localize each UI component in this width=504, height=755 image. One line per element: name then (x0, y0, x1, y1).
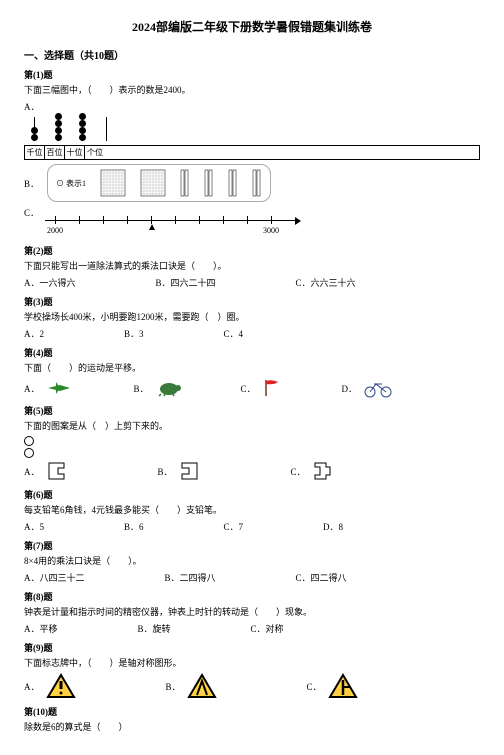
nl-right-label: 3000 (263, 226, 279, 235)
q5-opt-b: B． (158, 465, 173, 478)
q1-opt-b-letter: B． (24, 177, 39, 190)
grid-square-icon (100, 169, 126, 197)
grid-strip-icon (228, 169, 238, 197)
q7-opt-b: B．二四得八 (165, 571, 216, 584)
q6-opt-b: B．6 (124, 520, 144, 533)
flag-icon (262, 378, 282, 398)
q2-opt-b: B．四六二十四 (156, 276, 216, 289)
q5-opt-c: C． (291, 465, 306, 478)
q8-text: 钟表是计量和指示时间的精密仪器，钟表上时针的转动是（ ）现象。 (24, 605, 480, 618)
q6-opt-d: D．8 (323, 520, 343, 533)
q4-opt-d: D． (342, 382, 358, 395)
fold-shape-b-icon (179, 460, 201, 482)
page-title: 2024部编版二年级下册数学暑假错题集训练卷 (24, 18, 480, 35)
q3-text: 学校操场长400米，小明要跑1200米，需要跑（ ）圈。 (24, 310, 480, 323)
q3-opts: A．2 B．3 C．4 (24, 327, 480, 340)
turtle-icon (155, 379, 181, 397)
airplane-icon (46, 379, 74, 397)
grid-strip-icon (180, 169, 190, 197)
q2-opt-a: A．一六得六 (24, 276, 76, 289)
q10-num: 第(10)题 (24, 705, 480, 718)
q4-opt-b: B． (134, 382, 149, 395)
q4-num: 第(4)题 (24, 346, 480, 359)
q7-opt-a: A．八四三十二 (24, 571, 85, 584)
q3-opt-b: B．3 (124, 327, 144, 340)
q9-num: 第(9)题 (24, 641, 480, 654)
fold-shape-c-icon (312, 460, 334, 482)
q8-opt-c: C．对称 (251, 622, 284, 635)
q2-opt-c: C．六六三十六 (296, 276, 356, 289)
q9-opt-c: C． (307, 680, 322, 693)
fold-shape-a-icon (46, 460, 68, 482)
q9-opt-b: B． (166, 680, 181, 693)
q9-text: 下面标志牌中，（ ）是轴对称图形。 (24, 656, 480, 669)
q3-opt-c: C．4 (224, 327, 244, 340)
q4-opt-a: A． (24, 382, 40, 395)
q8-opts: A．平移 B．旋转 C．对称 (24, 622, 480, 635)
q7-opts: A．八四三十二 B．二四得八 C．四二得八 (24, 571, 480, 584)
q3-opt-a: A．2 (24, 327, 44, 340)
q5-opt-a: A． (24, 465, 40, 478)
grid-square-icon (140, 169, 166, 197)
two-circles-icon (24, 436, 480, 458)
nl-left-label: 2000 (47, 226, 63, 235)
place-label: 十位 (65, 146, 85, 159)
q9-opts: A． B． C． (24, 673, 480, 699)
q9-opt-a: A． (24, 680, 40, 693)
q7-text: 8×4用的乘法口诀是（ ）。 (24, 554, 480, 567)
place-labels: 千位 百位 十位 个位 (24, 145, 480, 160)
grid-strip-icon (252, 169, 262, 197)
q4-opts: A． B． C． D． (24, 378, 480, 398)
q10-text: 除数是6的算式是（ ） (24, 720, 480, 733)
section-heading: 一、选择题（共10题） (24, 47, 480, 62)
q8-opt-a: A．平移 (24, 622, 58, 635)
q2-text: 下面只能写出一道除法算式的乘法口诀是（ ）。 (24, 259, 480, 272)
q6-num: 第(6)题 (24, 488, 480, 501)
q3-num: 第(3)题 (24, 295, 480, 308)
q1-opt-c-letter: C． (24, 206, 39, 219)
q1-b-label: ⊙ 表示1 (56, 178, 86, 189)
q7-opt-c: C．四二得八 (296, 571, 347, 584)
q2-opts: A．一六得六 B．四六二十四 C．六六三十六 (24, 276, 480, 289)
q1-num: 第(1)题 (24, 68, 480, 81)
numberline: 2000 3000 (45, 210, 305, 234)
q4-opt-c: C． (241, 382, 256, 395)
q2-num: 第(2)题 (24, 244, 480, 257)
bicycle-icon (363, 378, 393, 398)
place-label: 个位 (85, 146, 105, 159)
nl-pointer-icon (149, 224, 155, 230)
q5-text: 下面的图案是从（ ）上剪下来的。 (24, 419, 480, 432)
q8-num: 第(8)题 (24, 590, 480, 603)
warning-sign-a-icon (46, 673, 76, 699)
place-label: 百位 (45, 146, 65, 159)
q6-opt-c: C．7 (224, 520, 244, 533)
q4-text: 下面（ ）的运动是平移。 (24, 361, 480, 374)
place-label: 千位 (25, 146, 45, 159)
q1-opt-a-letter: A． (24, 102, 40, 112)
q8-opt-b: B．旋转 (138, 622, 171, 635)
q6-opt-a: A．5 (24, 520, 44, 533)
abacus (24, 117, 480, 141)
q5-opts: A． B． C． (24, 460, 480, 482)
q6-opts: A．5 B．6 C．7 D．8 (24, 520, 480, 533)
q7-num: 第(7)题 (24, 539, 480, 552)
grid-strip-icon (204, 169, 214, 197)
warning-sign-b-icon (187, 673, 217, 699)
q1-text: 下面三幅图中，（ ）表示的数是2400。 (24, 83, 480, 96)
q6-text: 每支铅笔6角钱，4元钱最多能买（ ）支铅笔。 (24, 503, 480, 516)
q1-b-box: ⊙ 表示1 (47, 164, 271, 202)
q5-num: 第(5)题 (24, 404, 480, 417)
warning-sign-c-icon (328, 673, 358, 699)
